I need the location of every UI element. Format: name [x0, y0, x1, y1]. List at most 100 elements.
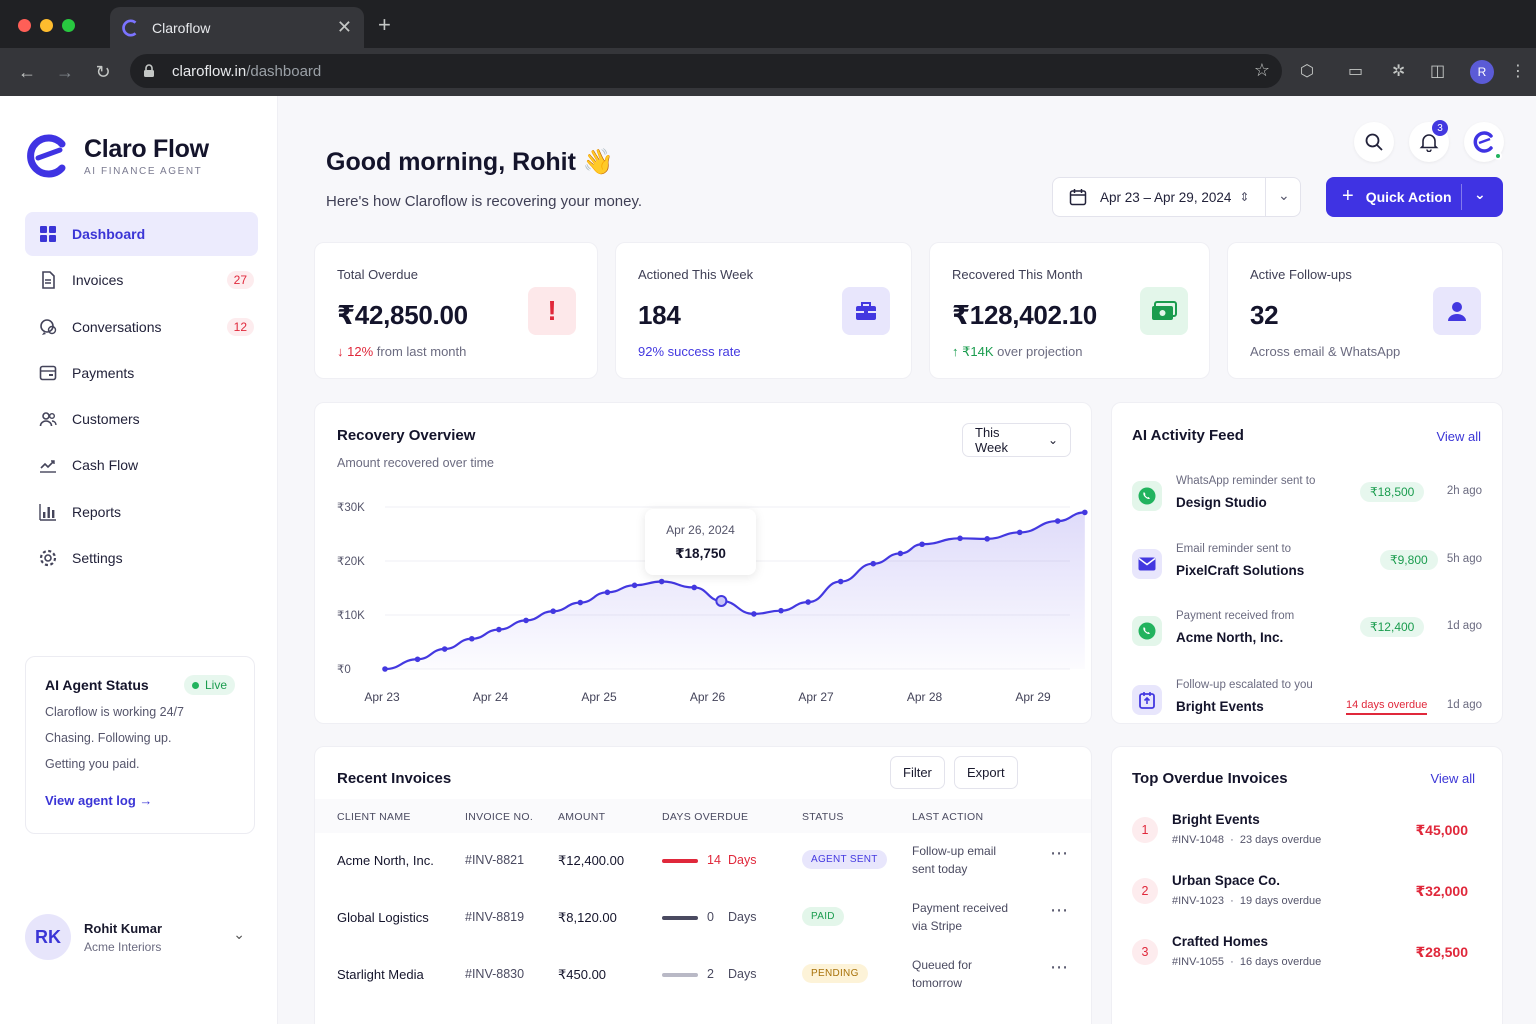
calendar-icon [1069, 189, 1087, 206]
feed-item[interactable]: Email reminder sent to PixelCraft Soluti… [1132, 543, 1482, 599]
alert-icon: ! [528, 287, 576, 335]
chat-icon [40, 318, 57, 335]
close-tab-icon[interactable]: ✕ [336, 17, 352, 37]
column-header[interactable]: STATUS [802, 811, 844, 823]
sidebar-item-cash-flow[interactable]: Cash Flow [25, 443, 258, 487]
filter-button[interactable]: Filter [890, 756, 945, 789]
conversations-count-badge: 12 [226, 317, 254, 336]
feed-item[interactable]: Payment received from Acme North, Inc. ₹… [1132, 610, 1482, 666]
stat-note-highlight: 92% success rate [638, 344, 741, 359]
days-overdue: 2 [707, 967, 714, 981]
sidebar-item-label: Customers [72, 411, 140, 428]
stat-note-text: Across email & WhatsApp [1250, 344, 1401, 359]
sidebar-item-settings[interactable]: Settings [25, 536, 258, 580]
notifications-button[interactable]: 3 [1409, 120, 1449, 162]
window-controls [18, 19, 75, 32]
chart-data-point [778, 607, 784, 614]
browser-menu-icon[interactable]: ⋮ [1510, 63, 1526, 80]
sidebar-item-conversations[interactable]: Conversations 12 [25, 305, 258, 349]
feed-item[interactable]: WhatsApp reminder sent to Design Studio … [1132, 475, 1482, 531]
maximize-window-button[interactable] [62, 19, 75, 32]
stat-card-total-overdue[interactable]: Total Overdue ₹42,850.00 ↓ 12% from last… [314, 242, 598, 379]
chevron-down-icon[interactable]: ⌄ [233, 926, 245, 942]
overdue-meta: #INV-1055 · 16 days overdue [1172, 956, 1322, 968]
feed-item-description: Follow-up escalated to you [1176, 679, 1313, 691]
sidebar-item-payments[interactable]: Payments [25, 351, 258, 395]
stat-card-actioned-week[interactable]: Actioned This Week 184 92% success rate [615, 242, 912, 379]
recovery-chart[interactable]: ₹0 ₹10K ₹20K ₹30K Apr 23 Apr 24 Apr 25 Apr 26 Ap… [315, 403, 1093, 725]
brand[interactable]: Claro Flow AI FINANCE AGENT [26, 134, 209, 178]
agent-status-line: Claroflow is working 24/7 [45, 705, 184, 719]
forward-arrow-icon[interactable]: → [56, 61, 74, 82]
column-header[interactable]: DAYS OVERDUE [662, 811, 749, 823]
column-header[interactable]: LAST ACTION [912, 811, 984, 823]
chevron-down-icon[interactable]: ⌄ [1278, 187, 1290, 203]
tab-search-icon[interactable]: ▭ [1348, 63, 1364, 80]
address-bar[interactable]: claroflow.in/dashboard ☆ [130, 54, 1282, 88]
overdue-days: 16 days overdue [1239, 956, 1322, 968]
rank-badge: 1 [1132, 817, 1158, 843]
sidebar-menu: Dashboard Invoices 27 Conversations 12 P… [25, 212, 258, 582]
column-header[interactable]: INVOICE NO. [465, 811, 534, 823]
side-panel-icon[interactable]: ◫ [1430, 63, 1446, 80]
last-action: via Stripe [912, 919, 963, 933]
reload-icon[interactable]: ↻ [95, 61, 111, 82]
recent-invoices-panel: Recent Invoices Filter Export CLIENT NAM… [314, 746, 1092, 1024]
browser-profile-avatar[interactable]: R [1470, 60, 1494, 84]
rank-badge: 2 [1132, 878, 1158, 904]
sidebar-item-invoices[interactable]: Invoices 27 [25, 258, 258, 302]
x-tick-label: Apr 29 [1015, 690, 1051, 704]
row-more-icon[interactable]: ⋯ [1050, 957, 1069, 977]
search-button[interactable] [1354, 122, 1394, 162]
close-window-button[interactable] [18, 19, 31, 32]
extension-icon[interactable]: ⬡ [1300, 63, 1314, 80]
chevron-down-icon[interactable]: ⌄ [1474, 186, 1486, 202]
chart-data-point [919, 541, 925, 548]
top-overdue-panel: Top Overdue Invoices View all 1 Bright E… [1111, 746, 1503, 1024]
range-select[interactable]: This Week ⌄ [962, 423, 1071, 457]
panel-subtitle: Amount recovered over time [337, 456, 495, 470]
minimize-window-button[interactable] [40, 19, 53, 32]
browser-toolbar: ← → ↻ claroflow.in/dashboard ☆ ⬡ ▭ ✲ ◫ ⋮ [0, 48, 1536, 96]
sidebar-item-customers[interactable]: Customers [25, 397, 258, 441]
url-path: /dashboard [246, 62, 322, 80]
user-profile[interactable]: RK Rohit Kumar Acme Interiors ⌄ [25, 914, 255, 960]
stat-card-active-followups[interactable]: Active Follow-ups 32 Across email & What… [1227, 242, 1503, 379]
back-arrow-icon[interactable]: ← [18, 61, 36, 82]
url-host: claroflow.in [172, 62, 247, 80]
sidebar: Claro Flow AI FINANCE AGENT Dashboard In… [0, 96, 278, 1024]
view-agent-log-link[interactable]: View agent log → [45, 793, 153, 808]
browser-tab[interactable]: Claroflow ✕ [110, 7, 364, 48]
feed-item-description: WhatsApp reminder sent to [1176, 475, 1316, 487]
row-more-icon[interactable]: ⋯ [1050, 900, 1069, 920]
sidebar-item-label: Conversations [72, 318, 162, 335]
sidebar-item-reports[interactable]: Reports [25, 490, 258, 534]
sidebar-item-dashboard[interactable]: Dashboard [25, 212, 258, 256]
row-more-icon[interactable]: ⋯ [1050, 843, 1069, 863]
date-range-picker[interactable]: Apr 23 – Apr 29, 2024 ⇕ ⌄ [1052, 177, 1301, 217]
brand-name: Claro Flow [84, 135, 209, 163]
x-tick-label: Apr 25 [581, 690, 617, 704]
view-all-feed-link[interactable]: View all [1436, 429, 1481, 444]
x-tick-label: Apr 23 [364, 690, 400, 704]
new-tab-button[interactable]: + [378, 12, 391, 37]
export-button[interactable]: Export [954, 756, 1018, 789]
bookmark-star-icon[interactable]: ☆ [1253, 60, 1270, 80]
quick-action-button[interactable]: + Quick Action ⌄ [1326, 177, 1503, 217]
sidebar-item-label: Settings [72, 550, 123, 567]
stat-label: Total Overdue [337, 267, 418, 282]
stat-value: ₹128,402.10 [952, 300, 1097, 330]
user-org: Acme Interiors [84, 939, 162, 954]
chevron-down-icon: ⌄ [1047, 433, 1058, 447]
account-button[interactable] [1464, 122, 1504, 162]
column-header[interactable]: CLIENT NAME [337, 811, 411, 823]
days-unit: Days [728, 967, 757, 981]
avatar: RK [25, 914, 71, 960]
feed-item[interactable]: Follow-up escalated to you Bright Events… [1132, 679, 1482, 735]
quick-action-divider [1461, 184, 1462, 210]
puzzle-extensions-icon[interactable]: ✲ [1392, 63, 1406, 80]
column-header[interactable]: AMOUNT [558, 811, 606, 823]
view-all-overdue-link[interactable]: View all [1430, 771, 1475, 786]
brand-tagline: AI FINANCE AGENT [84, 166, 203, 177]
stat-card-recovered-month[interactable]: Recovered This Month ₹128,402.10 ↑ ₹14K … [929, 242, 1210, 379]
